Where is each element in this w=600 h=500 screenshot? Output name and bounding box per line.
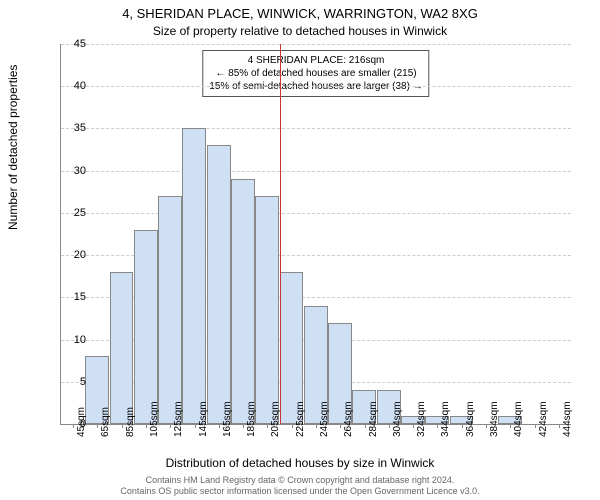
x-tick-mark	[219, 424, 220, 428]
x-tick-mark	[510, 424, 511, 428]
x-tick-label: 65sqm	[100, 407, 111, 437]
x-tick-mark	[365, 424, 366, 428]
x-tick-label: 205sqm	[270, 401, 281, 437]
footer-line2: Contains OS public sector information li…	[0, 486, 600, 497]
x-tick-label: 284sqm	[368, 401, 379, 437]
x-tick-mark	[243, 424, 244, 428]
x-tick-label: 264sqm	[343, 401, 354, 437]
x-tick-mark	[316, 424, 317, 428]
x-tick-label: 424sqm	[538, 401, 549, 437]
y-tick-label: 40	[74, 80, 86, 92]
plot-area: 4 SHERIDAN PLACE: 216sqm ← 85% of detach…	[60, 44, 571, 425]
x-tick-label: 384sqm	[489, 401, 500, 437]
x-tick-mark	[389, 424, 390, 428]
x-tick-label: 245sqm	[319, 401, 330, 437]
x-tick-mark	[413, 424, 414, 428]
x-tick-mark	[292, 424, 293, 428]
gridline	[61, 171, 571, 172]
x-tick-mark	[195, 424, 196, 428]
x-tick-label: 105sqm	[149, 401, 160, 437]
x-tick-label: 185sqm	[246, 401, 257, 437]
x-tick-label: 344sqm	[440, 401, 451, 437]
y-tick-label: 10	[74, 334, 86, 346]
gridline	[61, 213, 571, 214]
chart-subtitle: Size of property relative to detached ho…	[0, 24, 600, 38]
reference-line	[280, 44, 281, 424]
chart-title: 4, SHERIDAN PLACE, WINWICK, WARRINGTON, …	[0, 6, 600, 21]
x-tick-mark	[535, 424, 536, 428]
x-tick-mark	[73, 424, 74, 428]
x-tick-label: 404sqm	[513, 401, 524, 437]
x-tick-label: 45sqm	[76, 407, 87, 437]
x-tick-label: 324sqm	[416, 401, 427, 437]
footer-line1: Contains HM Land Registry data © Crown c…	[0, 475, 600, 486]
histogram-bar	[255, 196, 279, 424]
x-tick-mark	[462, 424, 463, 428]
gridline	[61, 44, 571, 45]
y-tick-label: 30	[74, 165, 86, 177]
y-tick-label: 15	[74, 291, 86, 303]
annotation-box: 4 SHERIDAN PLACE: 216sqm ← 85% of detach…	[202, 50, 429, 97]
x-tick-label: 364sqm	[465, 401, 476, 437]
histogram-bar	[134, 230, 158, 424]
x-tick-label: 165sqm	[222, 401, 233, 437]
x-tick-mark	[437, 424, 438, 428]
x-tick-mark	[340, 424, 341, 428]
gridline	[61, 128, 571, 129]
chart-container: 4, SHERIDAN PLACE, WINWICK, WARRINGTON, …	[0, 0, 600, 500]
x-tick-mark	[122, 424, 123, 428]
footer-text: Contains HM Land Registry data © Crown c…	[0, 475, 600, 497]
histogram-bar	[110, 272, 134, 424]
y-tick-label: 45	[74, 38, 86, 50]
x-tick-label: 85sqm	[125, 407, 136, 437]
x-tick-label: 145sqm	[198, 401, 209, 437]
y-tick-label: 5	[80, 376, 86, 388]
histogram-bar	[231, 179, 255, 424]
x-axis-label: Distribution of detached houses by size …	[0, 456, 600, 470]
histogram-bar	[158, 196, 182, 424]
x-tick-label: 304sqm	[392, 401, 403, 437]
annotation-line1: 4 SHERIDAN PLACE: 216sqm	[209, 54, 422, 67]
x-tick-label: 125sqm	[173, 401, 184, 437]
y-tick-label: 25	[74, 207, 86, 219]
histogram-bar	[182, 128, 206, 424]
x-tick-mark	[267, 424, 268, 428]
y-tick-label: 35	[74, 122, 86, 134]
x-tick-label: 225sqm	[295, 401, 306, 437]
x-tick-mark	[146, 424, 147, 428]
x-tick-mark	[559, 424, 560, 428]
x-tick-mark	[170, 424, 171, 428]
x-tick-mark	[486, 424, 487, 428]
gridline	[61, 86, 571, 87]
x-tick-label: 444sqm	[562, 401, 573, 437]
x-tick-mark	[97, 424, 98, 428]
annotation-line2: ← 85% of detached houses are smaller (21…	[209, 67, 422, 80]
histogram-bar	[207, 145, 231, 424]
y-axis-label: Number of detached properties	[6, 65, 20, 230]
y-tick-label: 20	[74, 249, 86, 261]
